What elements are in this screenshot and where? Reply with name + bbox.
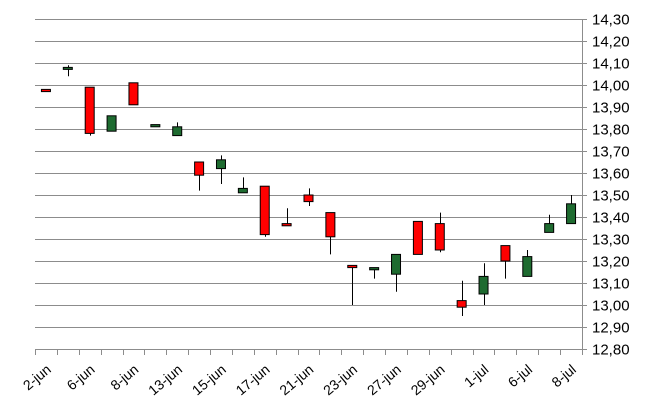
- candle-body-down: [412, 220, 423, 255]
- x-tick-label: 8-jul: [548, 361, 579, 390]
- y-tick-label: 12,90: [592, 320, 630, 337]
- y-tick-label: 14,30: [592, 12, 630, 29]
- candle-body-down: [347, 264, 358, 269]
- candle: [456, 280, 467, 316]
- candle-body-down: [456, 300, 467, 308]
- candle-body-down: [303, 194, 314, 203]
- candle: [434, 212, 445, 253]
- candle: [194, 161, 205, 191]
- y-tick-label: 13,90: [592, 100, 630, 117]
- candle: [522, 250, 533, 277]
- y-tick-label: 12,80: [592, 342, 630, 359]
- y-tick-label: 13,70: [592, 144, 630, 161]
- y-tick-label: 13,00: [592, 298, 630, 315]
- candle-body-up: [544, 223, 555, 233]
- x-tick-label: 27-jun: [364, 361, 404, 398]
- y-tick-label: 13,60: [592, 166, 630, 183]
- y-tick-label: 14,10: [592, 56, 630, 73]
- axes: [35, 19, 587, 355]
- candle-body-down: [259, 185, 270, 236]
- y-tick-label: 13,30: [592, 232, 630, 249]
- candle-body-down: [128, 82, 139, 106]
- candle: [566, 195, 577, 225]
- x-axis-tick-labels: 2-jun 6-jun 8-jun 13-jun 15-jun 17-jun 21-jun 2…: [20, 361, 579, 398]
- candle-body-down: [194, 161, 205, 176]
- candle: [303, 188, 314, 206]
- candle: [215, 155, 226, 184]
- candle-body-up: [62, 66, 73, 70]
- candle: [412, 220, 423, 255]
- x-tick-label: 6-jul: [505, 361, 536, 390]
- candles: [40, 65, 577, 316]
- gridlines: [35, 19, 582, 350]
- candle-body-up: [150, 124, 161, 128]
- candle-body-up: [391, 253, 402, 275]
- candle-body-up: [369, 267, 380, 271]
- candle: [478, 263, 489, 305]
- y-tick-label: 13,40: [592, 210, 630, 227]
- candle: [347, 264, 358, 305]
- x-tick-label: 17-jun: [233, 361, 273, 398]
- candle-body-up: [215, 159, 226, 170]
- candle: [281, 208, 292, 227]
- candle-body-up: [172, 126, 183, 137]
- x-tick-label: 13-jun: [145, 361, 185, 398]
- y-tick-label: 13,80: [592, 122, 630, 139]
- candle-body-up: [522, 256, 533, 277]
- candle: [150, 124, 161, 128]
- candle: [259, 185, 270, 237]
- candle-body-up: [478, 275, 489, 295]
- candle-body-up: [106, 115, 117, 132]
- y-tick-label: 13,50: [592, 188, 630, 205]
- candle-body-down: [40, 88, 51, 93]
- y-tick-label: 14,00: [592, 78, 630, 95]
- x-tick-label: 21-jun: [276, 361, 316, 398]
- x-tick-label: 23-jun: [320, 361, 360, 398]
- candle: [40, 88, 51, 93]
- candle-body-down: [84, 86, 95, 134]
- candle: [62, 65, 73, 77]
- y-tick-label: 13,10: [592, 276, 630, 293]
- y-tick-label: 14,20: [592, 34, 630, 51]
- candle: [237, 177, 248, 194]
- candle: [106, 115, 117, 132]
- candle-body-down: [281, 223, 292, 227]
- x-tick-label: 1-jul: [461, 361, 492, 390]
- x-tick-label: 2-jun: [20, 361, 54, 393]
- candle: [369, 267, 380, 279]
- candle: [544, 214, 555, 233]
- candle-body-down: [434, 223, 445, 251]
- candle: [325, 212, 336, 255]
- y-axis-tick-labels: 12,80 12,90 13,00 13,10 13,20 13,30 13,40 13,50…: [592, 12, 630, 359]
- candle: [84, 86, 95, 136]
- candle: [391, 253, 402, 292]
- candle: [172, 122, 183, 137]
- candle: [128, 82, 139, 106]
- candle-body-up: [237, 187, 248, 194]
- candle: [500, 245, 511, 279]
- candle-body-down: [500, 245, 511, 262]
- candle-body-down: [325, 212, 336, 238]
- x-tick-label: 29-jun: [408, 361, 448, 398]
- x-tick-label: 15-jun: [189, 361, 229, 398]
- x-tick-label: 8-jun: [107, 361, 141, 393]
- y-tick-label: 13,20: [592, 254, 630, 271]
- candle-body-up: [566, 203, 577, 225]
- x-tick-label: 6-jun: [63, 361, 97, 393]
